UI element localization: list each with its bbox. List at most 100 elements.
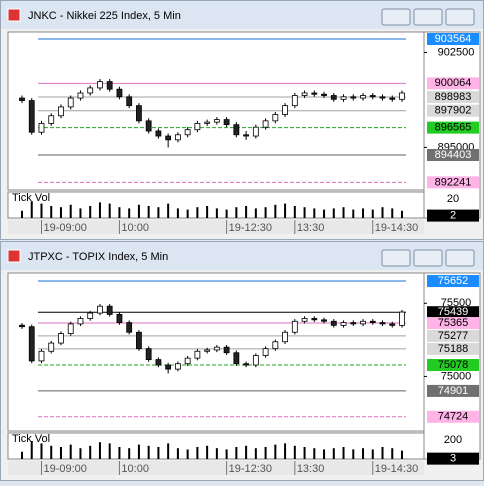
candle-body (38, 350, 45, 362)
volume-bar (137, 444, 140, 459)
volume-bar (323, 209, 326, 218)
volume-bar (40, 203, 43, 218)
maximize-button[interactable] (413, 8, 443, 26)
volume-bar (235, 207, 238, 218)
maximize-button[interactable] (413, 249, 443, 267)
candle-body (38, 122, 45, 133)
volume-bar (79, 208, 82, 218)
candle-body (116, 314, 123, 323)
candle-body (174, 363, 181, 370)
candle-body (145, 348, 152, 361)
minimize-button[interactable] (381, 249, 411, 267)
candle-body (379, 96, 386, 99)
level-box (427, 121, 479, 134)
candle-body (282, 105, 288, 115)
volume-bar (381, 447, 384, 459)
level-label: 75188 (438, 343, 469, 355)
level-box (427, 91, 479, 104)
volume-bar (274, 444, 277, 459)
candle-body (145, 120, 152, 132)
level-label: 74724 (438, 411, 469, 423)
level-box (427, 359, 479, 372)
level-box (427, 148, 479, 161)
x-tick-label: 13:30 (297, 463, 325, 475)
candle-body (262, 120, 269, 128)
candle-body (399, 92, 405, 100)
candle-body (350, 96, 357, 99)
window-title: JNKC - Nikkei 225 Index, 5 Min (28, 10, 181, 22)
candle-body (301, 92, 308, 96)
level-label: 896565 (435, 122, 472, 134)
level-box (427, 410, 479, 423)
level-box (427, 275, 479, 288)
candle-body (155, 359, 162, 366)
candle-body (204, 121, 211, 124)
candle-body (28, 100, 35, 133)
volume-bar (293, 206, 296, 218)
window-icon (7, 8, 21, 22)
candle-body (330, 95, 337, 100)
candle-body (67, 323, 74, 334)
candle-body (126, 96, 133, 107)
volume-bar (254, 448, 257, 459)
candle-body (184, 129, 191, 136)
volume-bar (215, 448, 218, 459)
volume-bar (128, 448, 131, 459)
level-box (427, 176, 479, 189)
candle-body (194, 350, 201, 359)
volume-bar (89, 206, 92, 218)
candle-body (106, 305, 113, 315)
candle-body (399, 311, 405, 326)
window-title: JTPXC - TOPIX Index, 5 Min (28, 251, 168, 263)
volume-bar (206, 206, 209, 218)
volume-bar (362, 208, 365, 218)
volume-bar (147, 445, 150, 459)
level-label: 898983 (435, 91, 472, 103)
candle-body (272, 341, 279, 350)
volume-tick-label: 20 (447, 193, 459, 205)
candle-body (48, 342, 55, 352)
volume-bar (147, 206, 150, 218)
volume-bar (118, 207, 121, 218)
volume-bar (303, 207, 306, 218)
candle-body (330, 320, 337, 326)
candle-body (389, 97, 396, 100)
volume-bar (50, 206, 53, 218)
candle-body (184, 357, 191, 365)
volume-bar (157, 207, 160, 218)
volume-bar (264, 447, 267, 459)
volume-bar (108, 443, 111, 459)
y-tick-label: 902500 (438, 46, 475, 58)
candle-body (155, 130, 162, 137)
volume-bar (352, 209, 355, 218)
candle-body (350, 322, 357, 325)
level-label: 897902 (435, 105, 472, 117)
volume-bar (264, 207, 267, 218)
x-tick-label: 10:00 (121, 463, 149, 475)
minimize-button[interactable] (381, 8, 411, 26)
candle-body (243, 134, 250, 137)
candle-body (165, 364, 172, 370)
candle-body (58, 333, 64, 344)
close-button[interactable] (445, 8, 475, 26)
volume-bar (137, 204, 140, 218)
level-box (427, 329, 479, 342)
volume-bar (235, 447, 238, 459)
volume-bar (225, 449, 228, 459)
window-icon (7, 249, 21, 263)
volume-label: Tick Vol (12, 192, 50, 204)
candle-body (360, 320, 366, 325)
candle-body (360, 95, 366, 99)
candle-body (223, 119, 230, 126)
volume-bar (176, 448, 179, 459)
candle-body (369, 320, 376, 323)
candle-body (262, 348, 269, 356)
level-label: 75365 (438, 317, 469, 329)
close-button[interactable] (445, 249, 475, 267)
volume-bar (157, 447, 160, 459)
candle-body (136, 105, 142, 122)
volume-bar (313, 208, 316, 218)
level-box (427, 33, 479, 46)
candle-body (291, 320, 298, 333)
